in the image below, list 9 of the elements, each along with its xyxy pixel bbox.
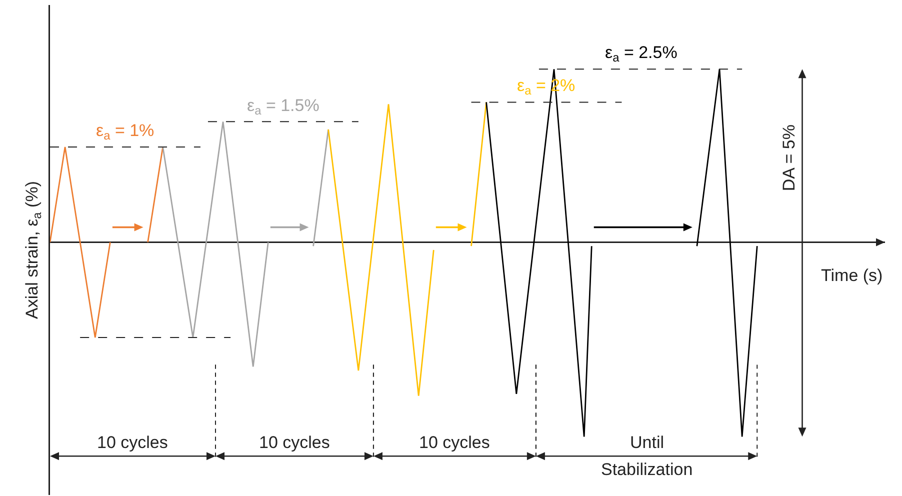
annotation: Until Stabilization	[601, 433, 693, 479]
text: ε$_{a}$ = 2.5%	[605, 43, 678, 65]
annotation: 10 cycles	[259, 433, 330, 452]
annotation: 10 cycles	[419, 433, 490, 452]
text: DA = 5%	[779, 124, 798, 192]
annotation: ε$_{a}$ = 1.5%	[247, 96, 320, 118]
annotation: ε$_{a}$ = 1%	[96, 121, 154, 143]
annotation: 10 cycles	[97, 433, 168, 452]
x-axis-title: Time (s)	[821, 266, 883, 285]
